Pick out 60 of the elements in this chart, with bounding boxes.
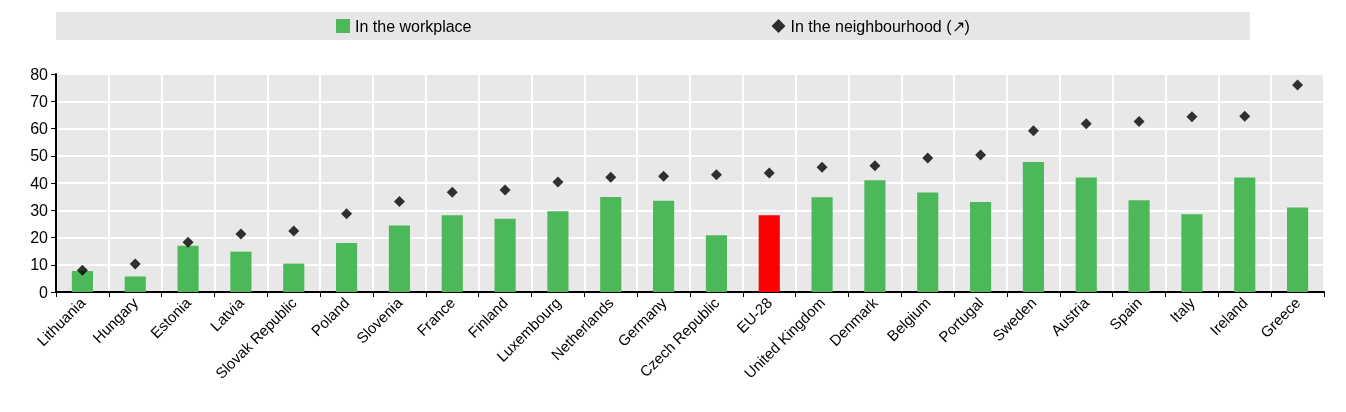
point [1133, 115, 1145, 127]
bar [758, 215, 780, 292]
bar [124, 276, 146, 292]
bar [864, 180, 886, 292]
point [975, 149, 987, 161]
y-tick-label: 50 [30, 147, 49, 165]
y-tick-label: 40 [30, 174, 49, 192]
point [1027, 125, 1039, 137]
bar [1128, 200, 1150, 292]
point [605, 171, 617, 183]
point [235, 228, 247, 240]
y-tick-label: 20 [30, 229, 49, 246]
bar [1287, 207, 1309, 292]
point [76, 264, 88, 276]
bar [917, 192, 939, 292]
y-tick-label: 60 [30, 120, 49, 137]
bar [1181, 214, 1203, 292]
bar [336, 242, 358, 292]
bar [283, 263, 305, 292]
point [129, 258, 141, 270]
bar [230, 251, 252, 292]
point [1186, 111, 1198, 123]
point [446, 186, 458, 198]
y-tick-label: 30 [30, 201, 49, 219]
legend-label: In the neighbourhood (↗) [790, 17, 970, 35]
point [288, 225, 300, 237]
y-tick-label: 80 [30, 65, 49, 83]
point [1292, 79, 1304, 91]
point [182, 236, 194, 248]
bar [71, 271, 93, 292]
point [710, 169, 722, 181]
bar [811, 197, 833, 292]
point [1080, 118, 1092, 130]
bar [1234, 177, 1256, 292]
point [499, 184, 511, 196]
y-tick-label: 10 [30, 256, 49, 274]
y-tick-label: 70 [30, 92, 49, 110]
bar [600, 196, 622, 292]
bar [388, 225, 410, 292]
bar [547, 211, 569, 292]
x-tick-label: Italy [1166, 293, 1199, 326]
bar [705, 235, 727, 292]
bar [1022, 162, 1044, 292]
legend-label: In the workplace [355, 17, 472, 35]
point [341, 208, 353, 220]
point [1239, 110, 1251, 122]
point [763, 167, 775, 179]
point [869, 160, 881, 172]
bar [441, 215, 463, 292]
bar [177, 245, 199, 292]
y-tick-label: 0 [39, 283, 49, 301]
point [552, 176, 564, 188]
point [816, 161, 828, 173]
bar [970, 202, 992, 292]
point [922, 152, 934, 164]
bar [653, 200, 675, 292]
bar [1075, 177, 1097, 292]
point [393, 196, 405, 208]
bar [494, 218, 516, 292]
point [658, 170, 670, 182]
